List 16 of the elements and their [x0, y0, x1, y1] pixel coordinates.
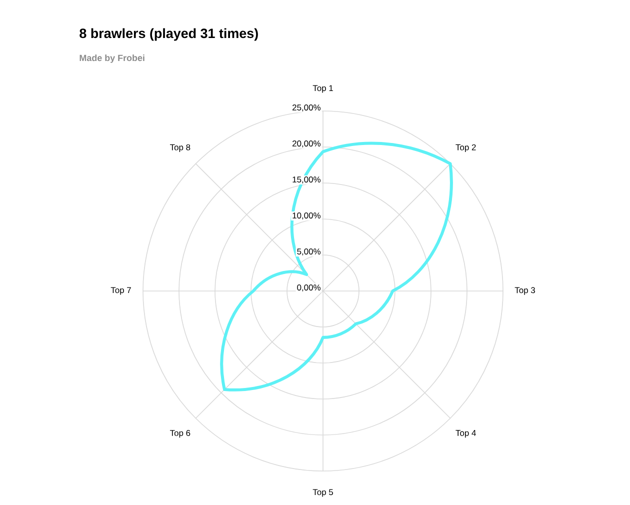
- y-tick-label: 15,00%: [292, 176, 321, 184]
- chart-title: 8 brawlers (played 31 times): [80, 28, 258, 41]
- spoke-label: Top 4: [456, 430, 476, 438]
- y-tick-label: 0,00%: [297, 284, 321, 292]
- y-tick-label: 25,00%: [292, 104, 321, 112]
- spoke-label: Top 3: [514, 287, 535, 295]
- spoke-label: Top 2: [456, 144, 476, 152]
- chart-subtitle: Made by Frobei: [80, 54, 144, 63]
- y-tick-label: 10,00%: [292, 212, 321, 220]
- spoke-label: Top 6: [170, 430, 190, 438]
- y-tick-label: 5,00%: [297, 248, 321, 256]
- spoke-label: Top 5: [312, 489, 334, 497]
- spoke-label: Top 8: [170, 144, 190, 152]
- y-tick-label: 20,00%: [292, 140, 321, 148]
- spoke-label: Top 1: [312, 85, 333, 93]
- spoke-label: Top 7: [110, 287, 131, 295]
